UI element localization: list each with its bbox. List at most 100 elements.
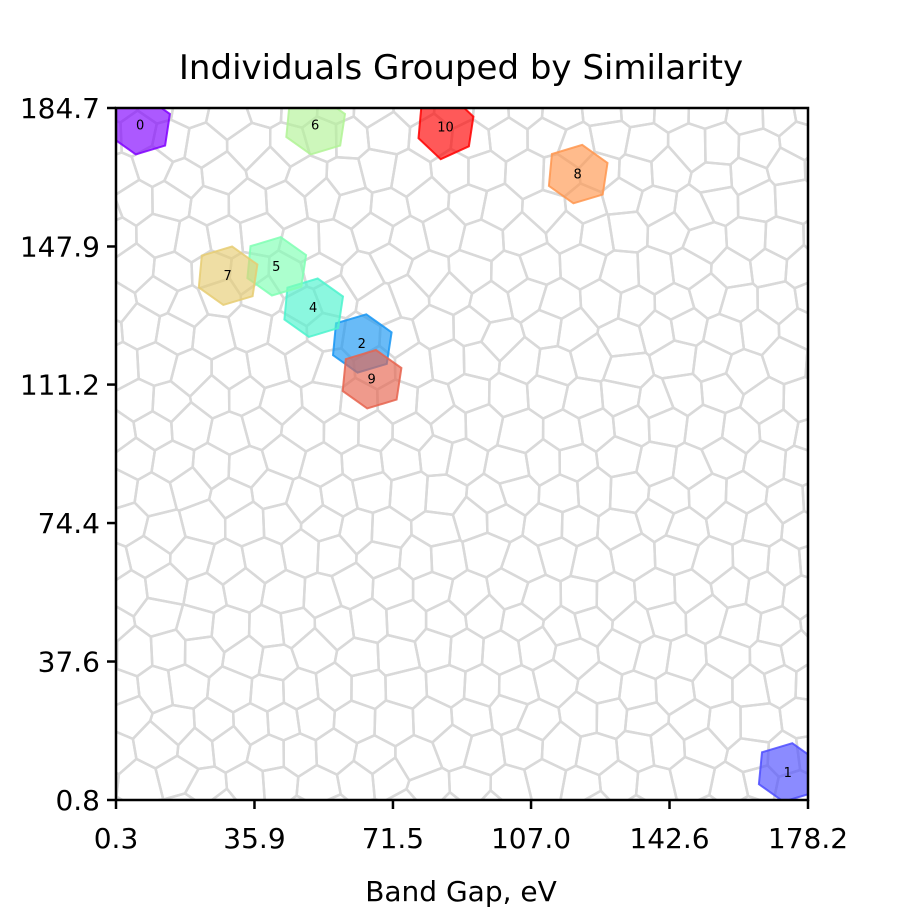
cell-1: 1 [757, 742, 808, 800]
grid-cell [823, 20, 858, 99]
grid-cell [822, 568, 856, 610]
grid-cell [823, 380, 858, 422]
grid-cell [358, 0, 429, 93]
grid-cell [595, 570, 637, 623]
grid-cell [573, 605, 614, 649]
grid-cell [687, 472, 728, 521]
grid-cell [447, 568, 491, 618]
grid-cell [701, 312, 746, 356]
grid-cell [151, 250, 194, 293]
grid-cell [687, 271, 729, 321]
grid-cell [860, 498, 900, 582]
grid-cell [840, 475, 900, 521]
grid-cell [367, 241, 415, 285]
y-tick-label: 111.2 [20, 369, 100, 402]
grid-cell [856, 225, 900, 309]
grid-cell [339, 249, 387, 303]
grid-cell [240, 535, 288, 585]
grid-cell [220, 633, 265, 680]
grid-cell [739, 307, 781, 357]
cell-shape [116, 108, 171, 156]
grid-cell [8, 399, 100, 469]
grid-cell [724, 469, 769, 515]
grid-cell [740, 501, 785, 548]
y-tick-label: 184.7 [20, 92, 100, 125]
grid-cell [394, 733, 444, 782]
grid-cell [371, 755, 411, 800]
x-tick-label: 142.6 [629, 822, 709, 855]
grid-cell [354, 540, 403, 580]
grid-cell [812, 187, 859, 230]
x-axis-title: Band Gap, eV [365, 875, 557, 908]
grid-cell [116, 340, 140, 393]
cell-label: 8 [574, 168, 582, 183]
grid-cell [90, 1, 162, 94]
cell-0: 0 [116, 108, 171, 156]
grid-cell [261, 765, 300, 800]
cell-label: 7 [223, 269, 231, 284]
grid-cell [317, 217, 360, 268]
grid-cell [815, 635, 853, 674]
grid-cell [531, 658, 580, 710]
grid-cell [601, 12, 639, 100]
grid-cell [391, 410, 435, 453]
grid-cell [852, 618, 900, 683]
grid-cell [856, 747, 900, 836]
grid-cell [183, 635, 226, 680]
grid-cell [405, 766, 452, 800]
grid-cell [2, 134, 96, 211]
grid-cell [149, 628, 187, 672]
grid-cell [204, 108, 254, 142]
grid-cell [683, 403, 727, 451]
grid-cell [210, 724, 252, 775]
grid-cell [737, 127, 782, 170]
grid-cell [637, 308, 676, 358]
grid-cell [348, 596, 389, 645]
grid-cell [281, 666, 320, 711]
grid-cell [335, 759, 377, 800]
grid-cell [781, 573, 808, 622]
grid-cell [288, 794, 308, 800]
grid-cell [837, 604, 891, 642]
grid-cell [812, 756, 858, 804]
grid-cell [523, 9, 565, 99]
grid-cell [501, 210, 549, 257]
grid-cell [338, 507, 375, 557]
grid-cell [116, 667, 141, 707]
grid-cell [365, 110, 412, 156]
grid-cell [623, 700, 671, 738]
grid-cell [784, 243, 808, 290]
grid-cell [798, 612, 808, 639]
grid-cell [582, 789, 612, 800]
grid-cell [299, 380, 344, 425]
grid-cell [472, 6, 527, 96]
grid-cell [284, 475, 325, 526]
grid-cell [762, 663, 798, 711]
cell-9: 9 [341, 348, 403, 410]
grid-cell [116, 757, 165, 800]
grid-cell [169, 347, 213, 399]
grid-cell [815, 114, 854, 157]
grid-cell [617, 152, 655, 193]
grid-cell [606, 210, 650, 254]
grid-cell [467, 279, 515, 324]
grid-cell [349, 211, 395, 255]
cell-10: 10 [417, 108, 475, 161]
cell-shape [246, 236, 308, 297]
grid-cell [561, 7, 611, 101]
grid-cell [717, 602, 763, 649]
grid-cell [519, 308, 563, 351]
cell-shape [547, 143, 609, 205]
grid-cell [736, 178, 778, 224]
highlighted-cells: 0 1 2 4 5 6 7 8 9 10 [116, 108, 808, 800]
grid-cell [832, 2, 900, 106]
grid-cell [703, 120, 741, 166]
grid-cell [20, 13, 112, 100]
grid-cell [133, 274, 180, 318]
x-tick-label: 107.0 [491, 822, 571, 855]
grid-cell [210, 346, 252, 391]
y-tick-label: 74.4 [38, 507, 100, 540]
grid-cell [706, 3, 741, 98]
grid-cell [612, 3, 673, 93]
grid-cell [293, 2, 358, 93]
